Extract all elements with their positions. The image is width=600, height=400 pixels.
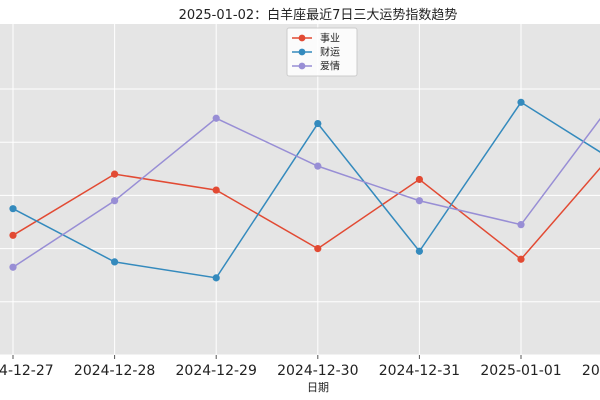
series-lines bbox=[9, 98, 600, 282]
legend-swatch-marker bbox=[298, 62, 306, 70]
data-point bbox=[415, 247, 423, 255]
legend-swatch-marker bbox=[298, 34, 306, 42]
data-point bbox=[415, 197, 423, 205]
x-tick-label: 2024-12-30 bbox=[277, 363, 358, 379]
data-point bbox=[9, 263, 17, 271]
data-point bbox=[111, 170, 119, 178]
x-tick-label: 2025-01-01 bbox=[480, 363, 561, 379]
plot-area bbox=[0, 24, 600, 355]
x-axis-ticks: 2024-12-27 2024-12-28 2024-12-29 2024-12-30… bbox=[0, 355, 600, 379]
x-tick-label: 2024-12-27 bbox=[0, 363, 54, 379]
x-tick-label: 2025-01-02 bbox=[582, 363, 600, 379]
data-point bbox=[314, 119, 322, 128]
data-point bbox=[111, 197, 119, 205]
data-point bbox=[111, 258, 119, 266]
data-point bbox=[9, 231, 17, 239]
data-point bbox=[212, 114, 220, 122]
data-point bbox=[9, 205, 17, 213]
data-point bbox=[415, 175, 423, 184]
legend-label: 财运 bbox=[320, 46, 340, 59]
data-point bbox=[517, 98, 525, 106]
data-point bbox=[212, 186, 220, 194]
data-point bbox=[517, 255, 525, 263]
x-tick-label: 2024-12-29 bbox=[176, 363, 257, 379]
data-point bbox=[517, 221, 525, 229]
gridlines bbox=[0, 24, 600, 356]
legend-label: 事业 bbox=[320, 32, 340, 45]
x-tick-label: 2024-12-28 bbox=[74, 363, 155, 379]
chart-title: 2025-01-02：白羊座最近7日三大运势指数趋势 bbox=[179, 7, 458, 23]
data-point bbox=[314, 245, 322, 253]
x-tick-label: 2024-12-31 bbox=[379, 363, 460, 379]
x-axis-label: 日期 bbox=[307, 381, 329, 394]
legend-swatch-marker bbox=[298, 48, 306, 56]
data-point bbox=[314, 162, 322, 170]
data-point bbox=[212, 274, 220, 282]
legend-label: 爱情 bbox=[320, 60, 340, 73]
